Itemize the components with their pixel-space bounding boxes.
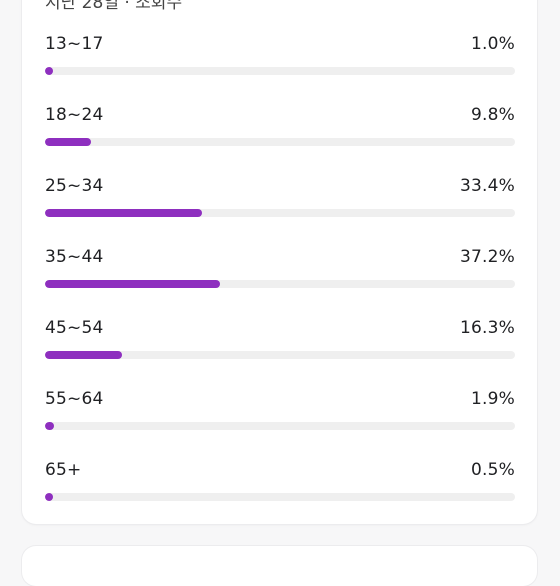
progress-fill	[45, 138, 92, 146]
age-breakdown-card: 지난 28일 · 조회수 13~17 1.0% 18~24 9.8% 25~34 33.4…	[22, 0, 537, 524]
age-range-label: 55~64	[45, 389, 104, 409]
age-range-label: 18~24	[45, 105, 104, 125]
age-percent-value: 0.5%	[471, 460, 515, 480]
age-percent-value: 37.2%	[459, 247, 515, 267]
progress-fill	[45, 493, 53, 501]
age-rows: 13~17 1.0% 18~24 9.8% 25~34 33.4% 35~44 37.2% 45…	[45, 34, 515, 531]
progress-fill	[45, 422, 54, 430]
progress-track	[45, 351, 515, 359]
progress-fill	[45, 351, 122, 359]
age-range-label: 35~44	[45, 247, 104, 267]
age-range-label: 65+	[45, 460, 82, 480]
age-percent-value: 1.0%	[471, 34, 515, 54]
progress-track	[45, 493, 515, 501]
age-percent-value: 9.8%	[471, 105, 515, 125]
age-range-label: 25~34	[45, 176, 104, 196]
age-percent-value: 1.9%	[471, 389, 515, 409]
progress-track	[45, 138, 515, 146]
age-row: 18~24 9.8%	[45, 105, 515, 176]
progress-track	[45, 422, 515, 430]
age-row: 65+ 0.5%	[45, 460, 515, 531]
age-row: 45~54 16.3%	[45, 318, 515, 389]
age-percent-value: 16.3%	[459, 318, 515, 338]
progress-track	[45, 280, 515, 288]
card-header-label: 지난 28일 · 조회수	[45, 0, 183, 13]
next-card	[22, 546, 537, 586]
progress-fill	[45, 209, 202, 217]
progress-fill	[45, 67, 53, 75]
age-row: 25~34 33.4%	[45, 176, 515, 247]
age-range-label: 13~17	[45, 34, 104, 54]
age-range-label: 45~54	[45, 318, 104, 338]
age-row: 13~17 1.0%	[45, 34, 515, 105]
age-row: 35~44 37.2%	[45, 247, 515, 318]
progress-track	[45, 67, 515, 75]
progress-fill	[45, 280, 220, 288]
age-percent-value: 33.4%	[459, 176, 515, 196]
age-row: 55~64 1.9%	[45, 389, 515, 460]
progress-track	[45, 209, 515, 217]
